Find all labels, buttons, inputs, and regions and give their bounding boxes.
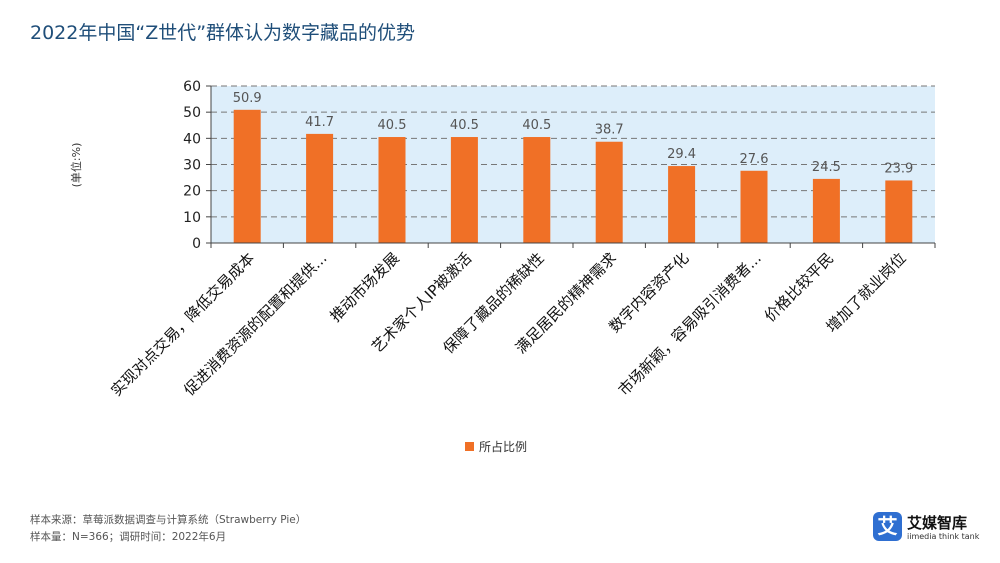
- bar-value-label: 23.9: [884, 161, 913, 176]
- legend-label: 所占比例: [479, 439, 527, 454]
- brand-subtitle: iimedia think tank: [907, 532, 979, 541]
- source-line-2: 样本量：N=366；调研时间：2022年6月: [30, 529, 306, 546]
- bar-value-label: 41.7: [305, 115, 334, 130]
- y-tick-label: 30: [183, 158, 201, 174]
- bar-value-label: 40.5: [450, 118, 479, 133]
- bar-value-label: 38.7: [595, 123, 624, 138]
- source-line-1: 样本来源：草莓派数据调查与计算系统（Strawberry Pie）: [30, 512, 306, 529]
- bar-value-label: 27.6: [740, 152, 769, 167]
- brand-name: 艾媒智库: [907, 512, 967, 533]
- bar: [813, 179, 840, 243]
- bar: [668, 166, 695, 243]
- bar: [596, 142, 623, 243]
- bar-value-label: 29.4: [667, 147, 696, 162]
- brand-logo: 艾 艾媒智库 iimedia think tank: [873, 512, 983, 546]
- bar: [379, 137, 406, 243]
- x-axis-ticks: 实现对点交易，降低交易成本促进消费资源的配置和提供...推动市场发展艺术家个人I…: [107, 243, 935, 400]
- x-tick-label: 价格比较平民: [761, 249, 837, 325]
- y-tick-label: 10: [183, 210, 201, 226]
- brand-mark-icon: 艾: [873, 512, 902, 541]
- bar: [306, 134, 333, 243]
- y-tick-label: 50: [183, 105, 201, 121]
- legend: 所占比例: [465, 439, 527, 454]
- bar-value-label: 50.9: [233, 91, 262, 106]
- source-note: 样本来源：草莓派数据调查与计算系统（Strawberry Pie） 样本量：N=…: [30, 512, 306, 546]
- bar-value-label: 40.5: [522, 118, 551, 133]
- x-tick-label: 推动市场发展: [326, 249, 402, 325]
- y-axis-ticks: 0 10 20 30 40 50 60: [183, 79, 211, 252]
- y-tick-label: 60: [183, 79, 201, 95]
- y-axis-label: (单位:%): [69, 143, 83, 188]
- bar: [234, 110, 261, 243]
- bar: [523, 137, 550, 243]
- y-tick-label: 20: [183, 184, 201, 200]
- x-tick-label: 市场新颖，容易吸引消费者...: [615, 249, 765, 399]
- bar-value-label: 24.5: [812, 160, 841, 175]
- bar: [451, 137, 478, 243]
- bar-value-label: 40.5: [378, 118, 407, 133]
- x-tick-label: 促进消费资源的配置和提供...: [180, 249, 330, 399]
- y-tick-label: 40: [183, 131, 201, 147]
- bar: [885, 180, 912, 243]
- x-tick-label: 实现对点交易，降低交易成本: [107, 249, 258, 400]
- legend-swatch: [465, 442, 474, 451]
- y-tick-label: 0: [192, 236, 201, 252]
- bar: [741, 171, 768, 243]
